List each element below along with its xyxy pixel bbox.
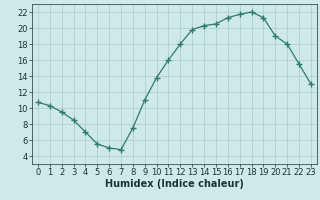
X-axis label: Humidex (Indice chaleur): Humidex (Indice chaleur) — [105, 179, 244, 189]
